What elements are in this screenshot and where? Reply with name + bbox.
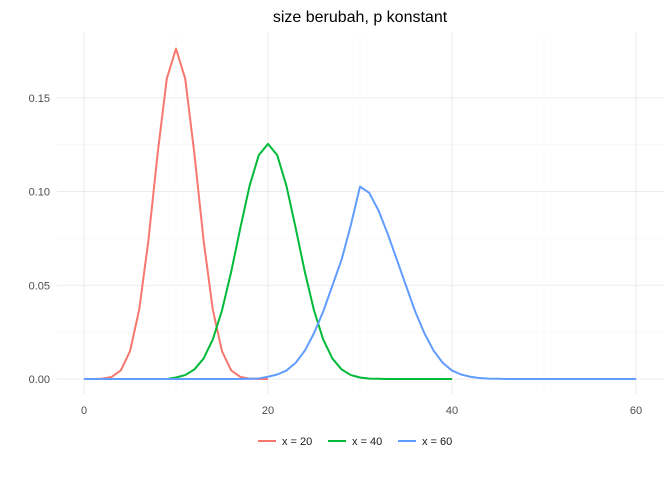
x-tick-label: 60 — [630, 405, 642, 417]
legend-label-2: x = 40 — [352, 436, 382, 448]
y-tick-label: 0.15 — [29, 93, 50, 105]
chart-title: size berubah, p konstant — [273, 9, 448, 26]
y-tick-label: 0.05 — [29, 280, 50, 292]
grid — [57, 33, 664, 394]
x-tick-label: 40 — [446, 405, 458, 417]
legend-item-3: x = 60 — [398, 436, 452, 448]
x-axis-ticks: 0 20 40 60 — [81, 405, 642, 417]
legend: x = 20 x = 40 x = 60 — [258, 436, 452, 448]
y-axis-ticks: 0.00 0.05 0.10 0.15 — [29, 93, 50, 386]
y-tick-label: 0.10 — [29, 187, 50, 199]
legend-item-2: x = 40 — [328, 436, 382, 448]
x-tick-label: 0 — [81, 405, 87, 417]
series-line-3 — [84, 185, 636, 380]
series-line-1 — [84, 47, 268, 380]
x-tick-label: 20 — [262, 405, 274, 417]
y-tick-label: 0.00 — [29, 374, 50, 386]
legend-label-1: x = 20 — [282, 436, 312, 448]
legend-item-1: x = 20 — [258, 436, 312, 448]
legend-label-3: x = 60 — [422, 436, 452, 448]
series-lines — [84, 47, 636, 380]
